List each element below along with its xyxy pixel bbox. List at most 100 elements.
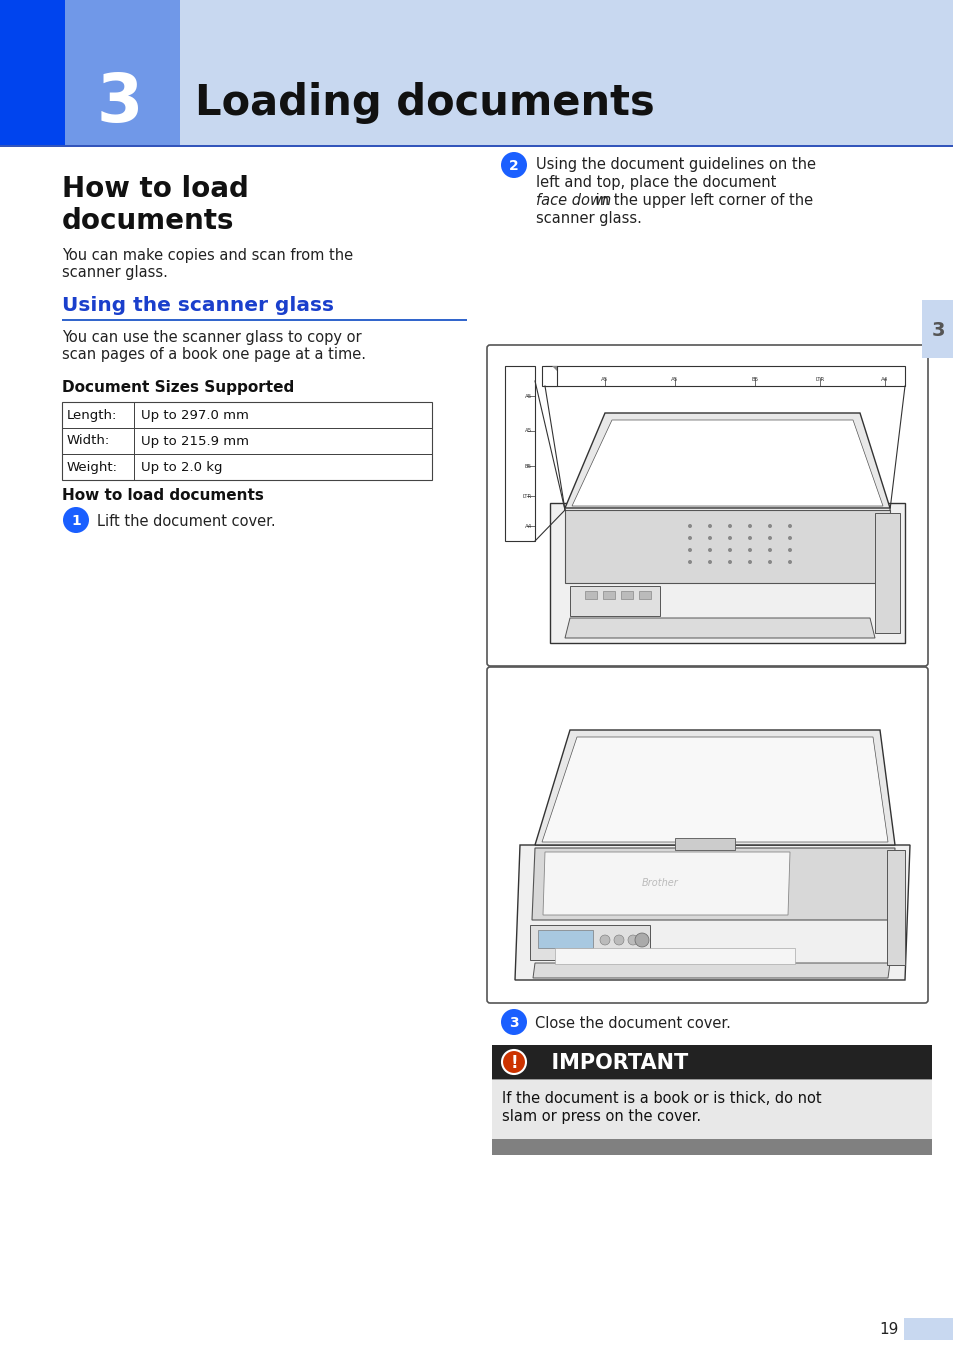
FancyBboxPatch shape bbox=[486, 346, 927, 666]
Text: How to load: How to load bbox=[62, 176, 249, 202]
Bar bbox=[492, 1045, 931, 1079]
Bar bbox=[180, 55, 953, 144]
Text: Up to 2.0 kg: Up to 2.0 kg bbox=[141, 460, 222, 474]
Polygon shape bbox=[533, 963, 889, 977]
Bar bbox=[537, 930, 593, 948]
Polygon shape bbox=[552, 366, 557, 371]
Text: in the upper left corner of the: in the upper left corner of the bbox=[590, 193, 812, 208]
Polygon shape bbox=[535, 730, 894, 845]
Text: Using the document guidelines on the: Using the document guidelines on the bbox=[536, 157, 815, 171]
Bar bbox=[602, 591, 615, 599]
Polygon shape bbox=[532, 848, 894, 919]
Bar bbox=[492, 1079, 931, 1139]
Text: If the document is a book or is thick, do not: If the document is a book or is thick, d… bbox=[501, 1091, 821, 1106]
Bar bbox=[584, 591, 597, 599]
Circle shape bbox=[599, 936, 609, 945]
Bar bbox=[555, 948, 794, 964]
FancyBboxPatch shape bbox=[486, 667, 927, 1003]
Text: Brother: Brother bbox=[641, 878, 678, 888]
Circle shape bbox=[747, 524, 751, 528]
Text: 3: 3 bbox=[509, 1017, 518, 1030]
Text: Length:: Length: bbox=[67, 409, 117, 421]
Text: Lift the document cover.: Lift the document cover. bbox=[97, 513, 275, 528]
Text: scanner glass.: scanner glass. bbox=[62, 265, 168, 279]
Bar bbox=[903, 1318, 953, 1341]
Text: 19: 19 bbox=[879, 1323, 898, 1338]
Text: Up to 297.0 mm: Up to 297.0 mm bbox=[141, 409, 249, 421]
Circle shape bbox=[687, 548, 691, 552]
Circle shape bbox=[614, 936, 623, 945]
Bar bbox=[639, 591, 650, 599]
Text: Loading documents: Loading documents bbox=[194, 82, 654, 124]
Text: LTR: LTR bbox=[815, 377, 823, 382]
Bar bbox=[921, 300, 953, 358]
Text: A4: A4 bbox=[524, 524, 532, 528]
Text: 2: 2 bbox=[509, 159, 518, 173]
Text: You can make copies and scan from the: You can make copies and scan from the bbox=[62, 248, 353, 263]
Text: LTR: LTR bbox=[522, 494, 532, 498]
Bar bbox=[0, 0, 953, 55]
Text: 3: 3 bbox=[97, 70, 143, 136]
Circle shape bbox=[687, 536, 691, 540]
Circle shape bbox=[500, 1008, 526, 1035]
Text: scanner glass.: scanner glass. bbox=[536, 211, 641, 225]
Text: How to load documents: How to load documents bbox=[62, 487, 264, 504]
Circle shape bbox=[707, 560, 711, 564]
Circle shape bbox=[707, 524, 711, 528]
Circle shape bbox=[727, 560, 731, 564]
Circle shape bbox=[687, 524, 691, 528]
Polygon shape bbox=[564, 413, 889, 508]
Text: IMPORTANT: IMPORTANT bbox=[537, 1053, 687, 1073]
Circle shape bbox=[787, 524, 791, 528]
Bar bbox=[620, 591, 633, 599]
Polygon shape bbox=[515, 845, 909, 980]
Text: 1: 1 bbox=[71, 514, 81, 528]
Polygon shape bbox=[564, 510, 889, 583]
Text: A5: A5 bbox=[671, 377, 678, 382]
Text: Width:: Width: bbox=[67, 435, 111, 447]
Circle shape bbox=[500, 153, 526, 178]
Polygon shape bbox=[572, 420, 882, 506]
Bar bbox=[541, 366, 557, 386]
Text: Up to 215.9 mm: Up to 215.9 mm bbox=[141, 435, 249, 447]
Bar bbox=[886, 850, 904, 965]
Text: A5: A5 bbox=[600, 377, 608, 382]
Bar bbox=[874, 513, 899, 633]
Bar bbox=[0, 0, 65, 144]
Text: left and top, place the document: left and top, place the document bbox=[536, 176, 776, 190]
Circle shape bbox=[727, 536, 731, 540]
Circle shape bbox=[747, 536, 751, 540]
Text: Document Sizes Supported: Document Sizes Supported bbox=[62, 379, 294, 396]
Text: A4: A4 bbox=[881, 377, 887, 382]
Text: B5: B5 bbox=[751, 377, 758, 382]
Circle shape bbox=[767, 560, 771, 564]
Circle shape bbox=[787, 560, 791, 564]
Circle shape bbox=[707, 548, 711, 552]
Circle shape bbox=[727, 524, 731, 528]
Polygon shape bbox=[550, 504, 904, 643]
Circle shape bbox=[707, 536, 711, 540]
Circle shape bbox=[501, 1050, 525, 1075]
Circle shape bbox=[787, 548, 791, 552]
Text: Close the document cover.: Close the document cover. bbox=[535, 1015, 730, 1030]
Text: Weight:: Weight: bbox=[67, 460, 118, 474]
Text: B5: B5 bbox=[524, 463, 532, 468]
Circle shape bbox=[635, 933, 648, 946]
Text: A5: A5 bbox=[524, 428, 532, 433]
Circle shape bbox=[787, 536, 791, 540]
Bar bbox=[569, 586, 659, 616]
Polygon shape bbox=[542, 852, 789, 915]
Bar bbox=[530, 925, 649, 960]
Text: A5: A5 bbox=[524, 393, 532, 398]
Circle shape bbox=[767, 548, 771, 552]
Text: slam or press on the cover.: slam or press on the cover. bbox=[501, 1108, 700, 1125]
Text: !: ! bbox=[510, 1054, 517, 1072]
Circle shape bbox=[767, 536, 771, 540]
Bar bbox=[62, 319, 467, 321]
Text: Using the scanner glass: Using the scanner glass bbox=[62, 296, 334, 315]
Text: documents: documents bbox=[62, 207, 234, 235]
Circle shape bbox=[627, 936, 638, 945]
Circle shape bbox=[687, 560, 691, 564]
Bar bbox=[544, 366, 904, 386]
Circle shape bbox=[747, 548, 751, 552]
